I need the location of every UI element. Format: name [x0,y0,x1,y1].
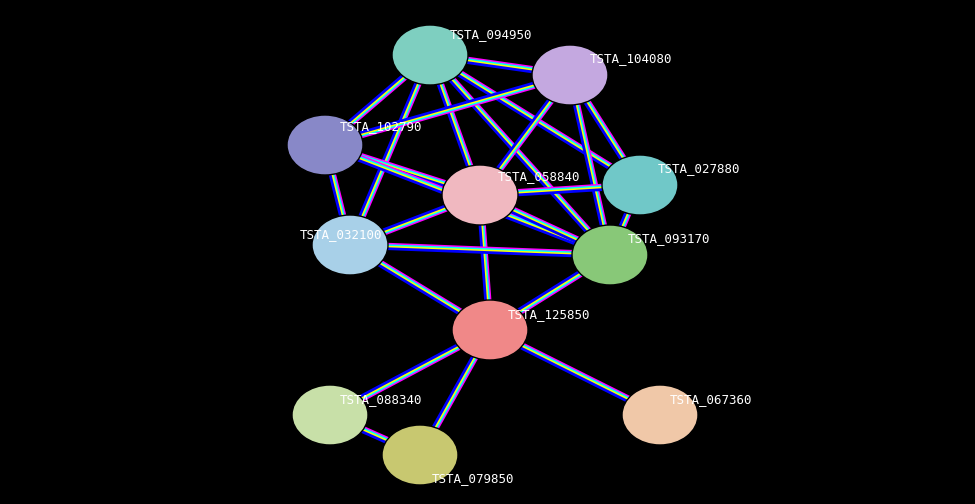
Text: TSTA_125850: TSTA_125850 [508,308,591,321]
Ellipse shape [602,155,678,215]
Text: TSTA_104080: TSTA_104080 [590,52,673,65]
Ellipse shape [392,25,468,85]
Ellipse shape [442,165,518,225]
Ellipse shape [382,425,458,485]
Ellipse shape [312,215,388,275]
Text: TSTA_067360: TSTA_067360 [670,393,753,406]
Text: TSTA_027880: TSTA_027880 [658,162,740,175]
Text: TSTA_093170: TSTA_093170 [628,232,711,245]
Text: TSTA_058840: TSTA_058840 [498,170,580,183]
Ellipse shape [287,115,363,175]
Ellipse shape [622,385,698,445]
Ellipse shape [532,45,608,105]
Text: TSTA_094950: TSTA_094950 [450,28,532,41]
Text: TSTA_032100: TSTA_032100 [300,228,382,241]
Ellipse shape [572,225,648,285]
Text: TSTA_102790: TSTA_102790 [340,120,422,133]
Ellipse shape [452,300,528,360]
Text: TSTA_079850: TSTA_079850 [432,472,515,485]
Text: TSTA_088340: TSTA_088340 [340,393,422,406]
Ellipse shape [292,385,368,445]
